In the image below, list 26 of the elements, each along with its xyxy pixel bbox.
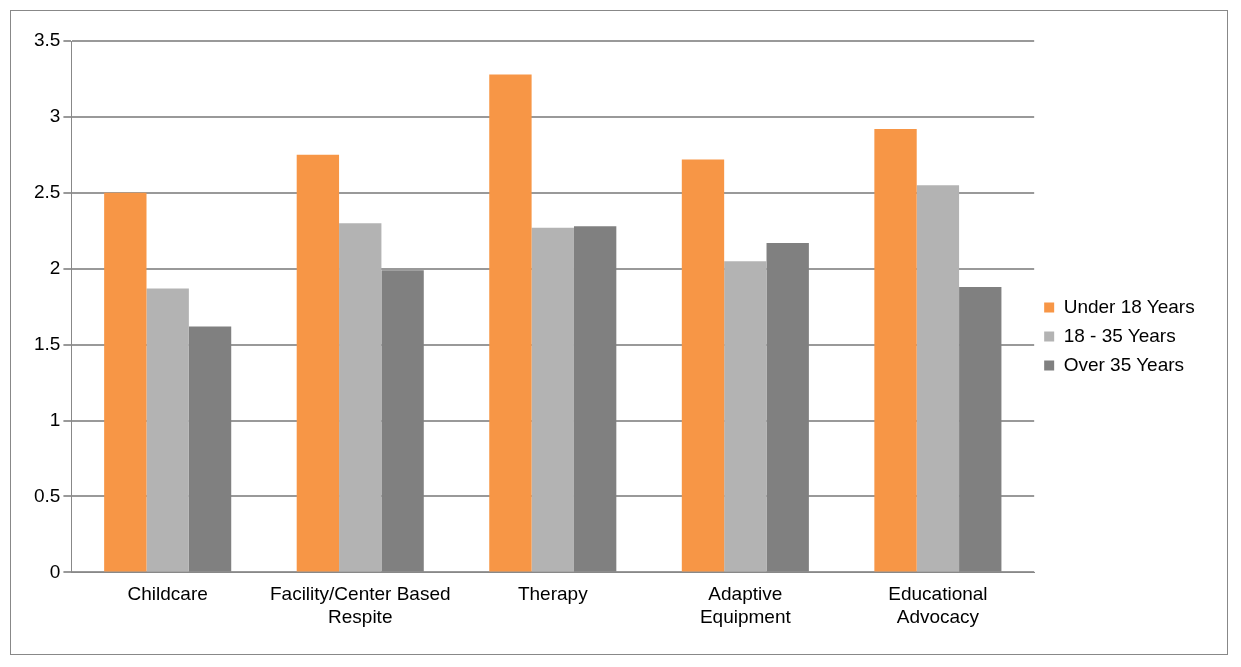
y-tick-label: 3.5 — [33, 29, 61, 51]
y-tick-label: 0 — [49, 560, 61, 582]
legend-label: Over 35 Years — [1063, 353, 1185, 375]
bar — [916, 185, 960, 572]
x-tick-label: Childcare — [127, 583, 208, 605]
y-tick-label: 0.5 — [33, 484, 61, 506]
legend-label: 18 - 35 Years — [1063, 324, 1176, 346]
x-tick-label: Adaptive Equipment — [699, 583, 792, 627]
x-tick-label: Educational Advocacy — [888, 583, 988, 627]
bar — [724, 261, 767, 572]
bar — [531, 227, 574, 572]
bar — [339, 223, 382, 572]
y-tick-label: 2.5 — [33, 181, 61, 203]
bar — [874, 129, 917, 572]
bar — [296, 154, 340, 572]
legend-label: Under 18 Years — [1063, 295, 1195, 317]
bar — [681, 159, 725, 572]
x-tick-label: Therapy — [517, 583, 589, 605]
bar — [104, 192, 147, 572]
y-tick-label: 3 — [49, 105, 61, 127]
bar — [489, 74, 532, 572]
bar — [146, 288, 189, 572]
y-tick-label: 1.5 — [33, 332, 61, 354]
y-tick-label: 2 — [49, 256, 61, 278]
x-tick-label: Facility/Center Based Respite — [269, 583, 451, 627]
y-tick-label: 1 — [49, 408, 61, 430]
